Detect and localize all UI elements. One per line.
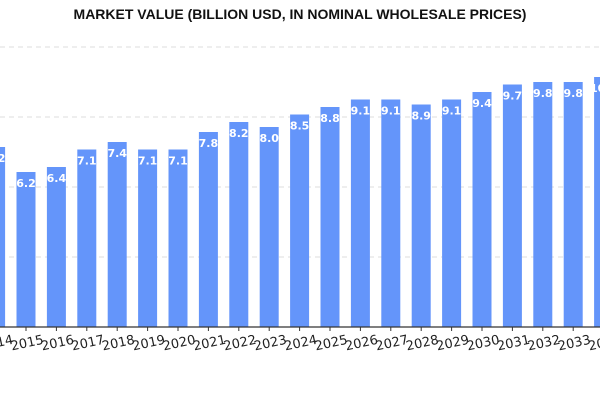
x-tick-label: 2029 (435, 333, 470, 355)
bar (502, 84, 522, 327)
x-tick-label: 2019 (131, 333, 166, 355)
bar (350, 99, 370, 327)
bar (290, 114, 310, 327)
x-tick-label: 2015 (10, 333, 45, 355)
data-label: 8.2 (229, 127, 249, 140)
data-label: 7.4 (107, 147, 127, 160)
data-label: 8.5 (290, 120, 310, 133)
bar (168, 149, 188, 327)
bar (16, 172, 36, 327)
bar (442, 99, 462, 327)
x-tick-label: 2021 (192, 333, 227, 355)
x-tick-label: 2020 (162, 333, 197, 355)
bar (594, 77, 600, 327)
x-tick-label: 2022 (222, 333, 257, 355)
data-label: 9.1 (442, 105, 462, 118)
x-tick-label: 2027 (374, 333, 409, 355)
data-label: 7.1 (138, 155, 158, 168)
bar (46, 167, 66, 327)
data-label: 7.2 (0, 152, 5, 165)
bar (472, 92, 492, 327)
x-tick-label: 2025 (314, 333, 349, 355)
bar (563, 82, 583, 327)
bar (411, 104, 431, 327)
chart-title: MARKET VALUE (BILLION USD, IN NOMINAL WH… (73, 6, 527, 22)
data-label: 8.8 (320, 112, 340, 125)
data-label: 7.8 (199, 137, 219, 150)
data-label: 9.4 (472, 97, 492, 110)
bar (533, 82, 553, 327)
bar (138, 149, 158, 327)
x-tick-label: 2032 (526, 333, 561, 355)
x-tick-label: 2034 (587, 333, 600, 355)
data-label: 9.8 (563, 87, 583, 100)
x-tick-label: 2018 (101, 333, 136, 355)
x-tick-label: 2024 (283, 333, 318, 355)
data-label: 7.1 (168, 155, 188, 168)
x-tick-label: 2023 (253, 333, 288, 355)
data-label: 9.7 (503, 90, 523, 103)
bar (107, 142, 127, 327)
x-tick-label: 2026 (344, 333, 379, 355)
data-label: 6.4 (47, 172, 67, 185)
data-label: 9.8 (533, 87, 553, 100)
bar (229, 122, 249, 327)
x-tick-label: 2031 (496, 333, 531, 355)
x-tick-label: 2028 (405, 333, 440, 355)
data-label: 9.1 (381, 105, 401, 118)
bar (259, 127, 279, 327)
data-label: 8.9 (411, 110, 431, 123)
bar (0, 147, 6, 327)
data-label: 10.0 (590, 82, 600, 95)
bar (77, 149, 97, 327)
x-tick-label: 2030 (466, 333, 501, 355)
bar (198, 132, 218, 327)
bar (381, 99, 401, 327)
data-label: 6.2 (16, 177, 36, 190)
data-label: 8.0 (259, 132, 279, 145)
x-tick-label: 2033 (557, 333, 592, 355)
data-label: 7.1 (77, 155, 97, 168)
x-tick-label: 2017 (70, 333, 105, 355)
x-tick-label: 2016 (40, 333, 75, 355)
bar (320, 107, 340, 327)
data-label: 9.1 (351, 105, 371, 118)
